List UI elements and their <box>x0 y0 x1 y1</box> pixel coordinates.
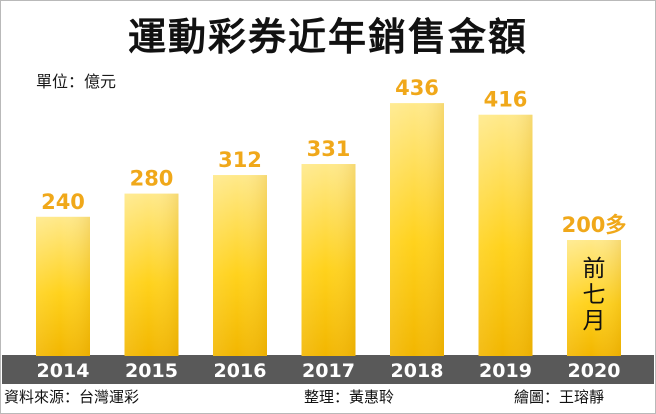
chart-title: 運動彩券近年銷售金額 <box>127 15 528 59</box>
data-label-2020: 200多 <box>562 213 627 237</box>
bar-shade-2016 <box>213 175 267 356</box>
x-tick-2020: 2020 <box>568 360 621 382</box>
bar-shade-2020 <box>567 240 621 356</box>
x-tick-2018: 2018 <box>391 360 444 382</box>
data-label-2017: 331 <box>307 137 351 161</box>
editor-credit: 整理：黃惠聆 <box>304 388 395 406</box>
data-label-2016: 312 <box>218 148 262 172</box>
artist-credit: 繪圖：王瑢靜 <box>514 388 605 406</box>
x-axis-band <box>2 355 654 384</box>
x-tick-2015: 2015 <box>125 360 178 382</box>
unit-label: 單位：億元 <box>36 72 117 91</box>
annotation-2020-char-1: 七 <box>583 282 606 308</box>
annotation-2020-char-0: 前 <box>583 256 606 282</box>
x-tick-2014: 2014 <box>37 360 90 382</box>
source-credit: 資料來源：台灣運彩 <box>4 388 140 406</box>
x-tick-2016: 2016 <box>214 360 267 382</box>
data-label-2014: 240 <box>41 190 85 214</box>
x-tick-2019: 2019 <box>479 360 532 382</box>
bar-shade-2019 <box>478 114 533 356</box>
data-label-2018: 436 <box>395 76 439 100</box>
bar-shade-2018 <box>390 103 444 357</box>
annotation-2020-char-2: 月 <box>583 308 606 334</box>
data-label-2015: 280 <box>130 167 174 191</box>
bar-shade-2014 <box>36 216 90 356</box>
bar-shade-2017 <box>301 164 356 356</box>
data-label-2019: 416 <box>484 88 528 112</box>
bar-shade-2015 <box>124 193 179 356</box>
x-tick-2017: 2017 <box>302 360 355 382</box>
